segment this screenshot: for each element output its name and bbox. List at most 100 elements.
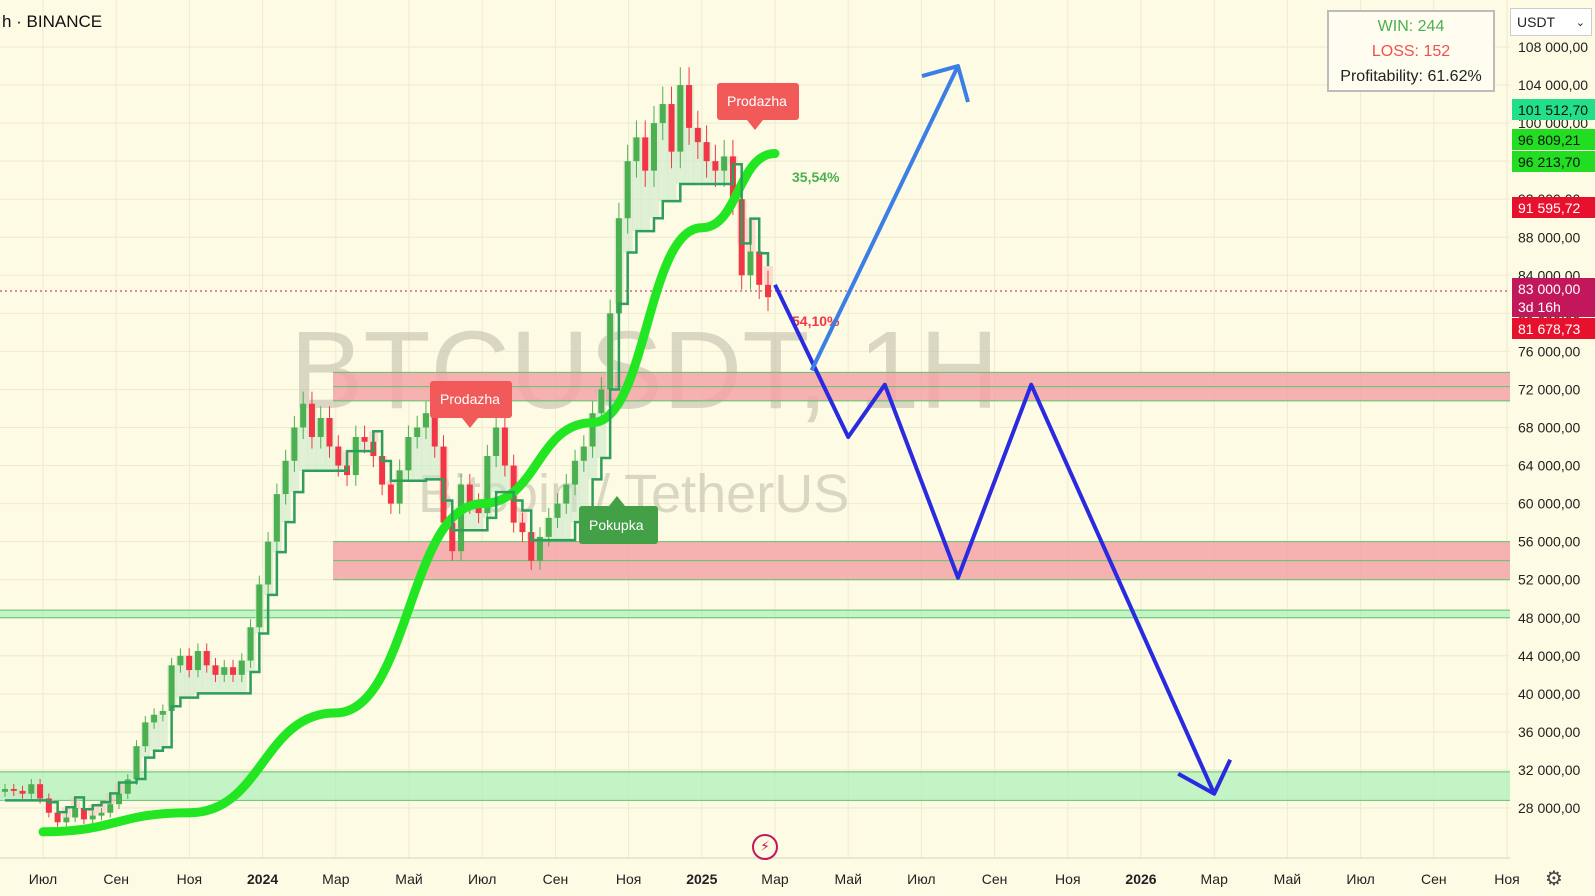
price-tick-label: 44 000,00 <box>1518 648 1580 664</box>
candle <box>247 619 254 669</box>
candle <box>89 810 96 825</box>
chart-header: h · BINANCE <box>2 12 103 31</box>
time-tick-label: Май <box>1274 871 1301 887</box>
time-tick-label: 2025 <box>686 871 717 887</box>
time-tick-label: 2026 <box>1125 871 1156 887</box>
candle <box>133 740 140 785</box>
candle <box>177 648 184 673</box>
time-tick-label: Май <box>834 871 861 887</box>
bullish-projection <box>809 65 960 372</box>
candle <box>45 793 52 818</box>
price-tick-label: 108 000,00 <box>1518 39 1588 55</box>
time-tick-label: Сен <box>1421 871 1447 887</box>
sell-signal-text: Prodazha <box>727 93 787 109</box>
sell-signal-label[interactable]: Prodazha <box>717 83 799 130</box>
stats-box: WIN: 244 LOSS: 152 Profitability: 61.62% <box>1327 10 1495 92</box>
arrow-down-icon <box>1177 758 1233 796</box>
price-tick-label: 40 000,00 <box>1518 686 1580 702</box>
candle <box>607 299 614 402</box>
price-badge: 3d 16h <box>1512 296 1595 317</box>
candle <box>142 716 149 753</box>
candle <box>554 493 561 528</box>
price-tick-label: 64 000,00 <box>1518 458 1580 474</box>
candle <box>19 785 26 799</box>
price-badge: 83 000,00 <box>1512 278 1595 299</box>
price-tick-label: 88 000,00 <box>1518 229 1580 245</box>
bearish-projection <box>773 283 1217 795</box>
trend-line <box>38 149 780 837</box>
candle <box>28 778 35 799</box>
time-tick-label: 2024 <box>247 871 278 887</box>
trend-line-path <box>38 149 780 837</box>
buy-signal-label[interactable]: Pokupka <box>579 496 658 544</box>
candle <box>212 657 219 683</box>
time-tick-label: Июл <box>907 871 935 887</box>
price-badge: 91 595,72 <box>1512 197 1595 218</box>
candle <box>677 67 684 169</box>
candle <box>589 401 596 458</box>
candle <box>580 435 587 472</box>
candle <box>765 270 771 312</box>
time-tick-label: Июл <box>1346 871 1374 887</box>
price-tick-label: 72 000,00 <box>1518 381 1580 397</box>
price-tick-label: 28 000,00 <box>1518 800 1580 816</box>
candle <box>256 575 263 636</box>
candle <box>712 144 719 187</box>
candle <box>352 425 359 486</box>
candle <box>721 139 728 187</box>
price-scale[interactable]: 28 000,00 32 000,00 36 000,00 40 000,00 44 0… <box>1510 0 1595 860</box>
candle <box>536 527 543 570</box>
candle <box>747 236 754 290</box>
time-tick-label: Ноя <box>616 871 641 887</box>
time-tick-label: Мар <box>1200 871 1228 887</box>
candle <box>650 105 657 187</box>
arrow-up-icon <box>921 64 970 103</box>
svg-text:81 678,73: 81 678,73 <box>1518 321 1580 337</box>
candle <box>273 483 280 552</box>
gear-icon[interactable]: ⚙ <box>1545 866 1563 890</box>
price-tick-label: 32 000,00 <box>1518 762 1580 778</box>
time-tick-label: Мар <box>761 871 789 887</box>
time-scale[interactable]: Июл Сен Ноя 2024 Мар Май Июл Сен Ноя 2025 Мар Май Ию… <box>0 857 1520 896</box>
sell-signal-text: Prodazha <box>440 391 500 407</box>
svg-text:91 595,72: 91 595,72 <box>1518 200 1580 216</box>
time-tick-label: Мар <box>322 871 350 887</box>
currency-selector[interactable]: USDT ⌄ <box>1510 8 1592 36</box>
svg-text:101 512,70: 101 512,70 <box>1518 102 1588 118</box>
svg-text:96 213,70: 96 213,70 <box>1518 154 1580 170</box>
candle <box>308 391 315 449</box>
candle <box>98 808 105 821</box>
candle <box>633 120 640 178</box>
price-tick-label: 56 000,00 <box>1518 534 1580 550</box>
price-tick-label: 52 000,00 <box>1518 572 1580 588</box>
support-resistance-zones <box>0 371 1510 801</box>
svg-text:83 000,00: 83 000,00 <box>1518 281 1580 297</box>
flash-icon[interactable]: ⚡ <box>752 834 778 860</box>
sell-signal-label[interactable]: Prodazha <box>430 381 512 428</box>
candle <box>291 415 298 472</box>
svg-text:96 809,21: 96 809,21 <box>1518 132 1580 148</box>
price-tick-label: 104 000,00 <box>1518 77 1588 93</box>
candle <box>624 144 631 234</box>
candle <box>458 473 465 561</box>
candle <box>230 659 237 683</box>
time-tick-label: Сен <box>543 871 569 887</box>
price-badge: 96 809,21 <box>1512 129 1595 150</box>
loss-count: LOSS: 152 <box>1371 43 1451 60</box>
candle <box>10 783 17 796</box>
price-tick-label: 60 000,00 <box>1518 496 1580 512</box>
win-count: WIN: 244 <box>1377 18 1445 35</box>
zone-green <box>0 610 1510 618</box>
price-badge: 101 512,70 <box>1512 99 1595 120</box>
candle <box>668 86 675 169</box>
time-tick-label: Ноя <box>1055 871 1080 887</box>
candle <box>519 512 526 542</box>
candle <box>703 125 710 178</box>
candle <box>186 648 193 678</box>
price-tick-label: 68 000,00 <box>1518 420 1580 436</box>
candle <box>493 415 500 468</box>
time-tick-label: Сен <box>103 871 129 887</box>
time-tick-label: Май <box>395 871 422 887</box>
projection-arrows[interactable] <box>773 64 1233 796</box>
